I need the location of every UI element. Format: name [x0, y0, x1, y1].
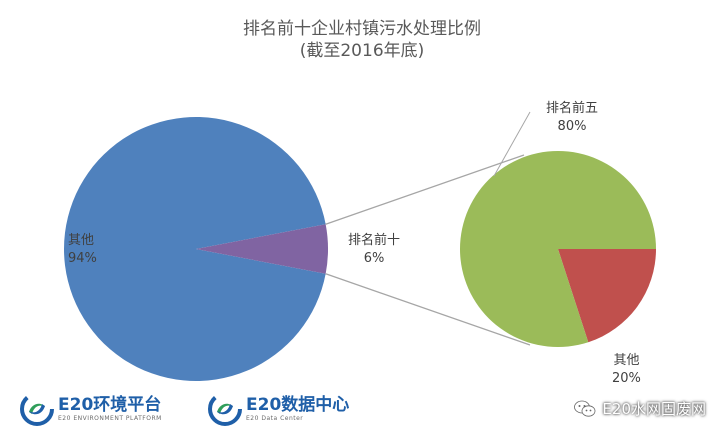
leader-line-top5 — [493, 111, 531, 177]
platform-name: E20环境平台 — [58, 395, 162, 415]
main-slice-label-top10: 排名前十 6% — [348, 232, 400, 268]
data-center-sub: E20 Data Center — [246, 415, 304, 422]
main-top10-value: 6% — [363, 251, 385, 266]
secondary-slice-top5 — [459, 151, 656, 348]
main-slice-label-others: 其他 94% — [68, 232, 97, 268]
secondary-slice-label-others: 其他 20% — [612, 352, 641, 388]
secondary-top5-value: 80% — [557, 119, 587, 134]
e20-swirl-icon — [208, 392, 242, 426]
main-others-value: 94% — [68, 251, 97, 266]
watermark-text: E20水网固废网 — [602, 400, 706, 418]
secondary-others-name: 其他 — [613, 353, 640, 368]
data-center-name: E20数据中心 — [246, 395, 350, 415]
secondary-top5-name: 排名前五 — [546, 101, 599, 116]
e20-environment-platform-logo: E20环境平台 E20 ENVIRONMENT PLATFORM — [20, 392, 162, 426]
main-slice-others — [64, 117, 326, 381]
wechat-icon — [574, 400, 596, 417]
chart-subtitle: (截至2016年底) — [299, 41, 425, 61]
platform-sub: E20 ENVIRONMENT PLATFORM — [58, 415, 162, 422]
main-top10-name: 排名前十 — [348, 233, 401, 248]
wechat-watermark: E20水网固废网 — [574, 398, 706, 419]
secondary-others-value: 20% — [612, 371, 641, 386]
main-slice-top10 — [196, 224, 329, 274]
connector-line-top — [325, 154, 525, 225]
e20-data-center-logo: E20数据中心 E20 Data Center — [208, 392, 349, 426]
e20-swirl-icon — [20, 392, 54, 426]
secondary-slice-others — [558, 249, 656, 343]
main-others-name: 其他 — [68, 233, 95, 248]
secondary-slice-label-top5: 排名前五 80% — [546, 100, 598, 136]
connector-line-bottom — [325, 273, 531, 346]
chart-title: 排名前十企业村镇污水处理比例 — [243, 19, 481, 39]
